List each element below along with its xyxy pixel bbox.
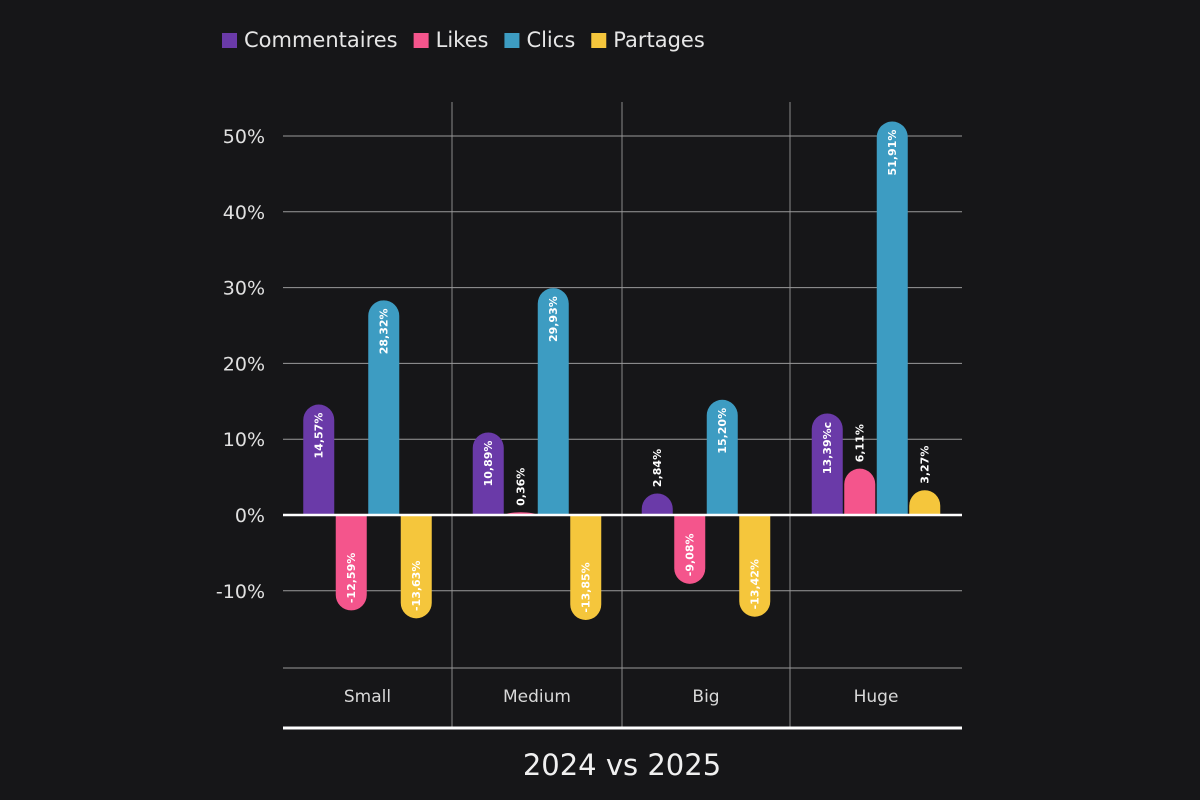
bar-value-label: -13,63% bbox=[410, 561, 423, 611]
legend-entry-clics[interactable]: Clics bbox=[526, 28, 575, 52]
bar-value-label: -13,42% bbox=[749, 559, 762, 609]
y-tick-label: 20% bbox=[223, 353, 265, 375]
y-tick-label: 50% bbox=[223, 126, 265, 148]
bar-value-label: 15,20% bbox=[716, 408, 729, 454]
y-tick-label: -10% bbox=[216, 581, 265, 603]
bar-clics-small bbox=[368, 300, 400, 515]
bar-value-label: 51,91% bbox=[886, 130, 899, 176]
legend-entry-likes[interactable]: Likes bbox=[436, 28, 489, 52]
bar-value-label: 10,89% bbox=[482, 441, 495, 487]
legend: Commentaires Likes Clics Partages bbox=[222, 28, 705, 52]
bar-commentaires-huge bbox=[811, 413, 843, 515]
bar-commentaires-medium bbox=[472, 432, 504, 515]
bar-value-label: -9,08% bbox=[684, 533, 697, 576]
bar-clics-medium bbox=[537, 288, 569, 515]
bar-partages-small bbox=[400, 515, 432, 619]
bar-value-label: 0,36% bbox=[515, 468, 528, 506]
legend-swatch bbox=[504, 33, 520, 48]
bar-partages-huge bbox=[909, 490, 941, 515]
y-tick-label: 10% bbox=[223, 429, 265, 451]
category-label: Small bbox=[344, 687, 391, 707]
bar-labels: 14,57% -12,59% 28,32% -13,63% 10,89% 0,36% 29,… bbox=[313, 130, 932, 613]
legend-swatch bbox=[591, 33, 607, 48]
bar-value-label: 13,39%c bbox=[821, 422, 834, 474]
y-tick-label: 40% bbox=[223, 202, 265, 224]
bar-value-label: 6,11% bbox=[854, 424, 867, 462]
bar-clics-huge bbox=[876, 121, 908, 515]
bar-partages-medium bbox=[570, 515, 602, 620]
bar-clics-big bbox=[706, 399, 738, 515]
y-tick-label: 30% bbox=[223, 278, 265, 300]
category-label: Big bbox=[692, 687, 719, 707]
legend-swatch bbox=[222, 33, 237, 48]
bar-value-label: 2,84% bbox=[651, 449, 664, 487]
category-label: Medium bbox=[503, 687, 571, 707]
bar-commentaires-big bbox=[641, 493, 673, 515]
bar-value-label: -12,59% bbox=[345, 553, 358, 603]
bar-value-label: 28,32% bbox=[378, 308, 391, 354]
bar-value-label: 14,57% bbox=[313, 413, 326, 459]
bar-commentaires-small bbox=[303, 404, 335, 515]
bar-value-label: -13,85% bbox=[580, 562, 593, 612]
bar-value-label: 3,27% bbox=[919, 446, 932, 484]
bar-likes-small bbox=[335, 515, 367, 611]
bar-likes-huge bbox=[844, 468, 876, 515]
category-label: Huge bbox=[854, 687, 899, 707]
bar-likes-big bbox=[674, 515, 706, 584]
axes: 50% 40% 30% 20% 10% 0% -10% Small Medium Big Huge bbox=[216, 126, 962, 730]
bars bbox=[303, 121, 941, 620]
bar-value-label: 29,93% bbox=[547, 296, 560, 342]
y-tick-label: 0% bbox=[235, 505, 265, 527]
legend-swatch bbox=[413, 33, 429, 48]
chart-title: 2024 vs 2025 bbox=[523, 748, 721, 782]
bar-partages-big bbox=[739, 515, 771, 617]
legend-entry-partages[interactable]: Partages bbox=[613, 28, 705, 52]
legend-entry-commentaires[interactable]: Commentaires bbox=[244, 28, 398, 52]
